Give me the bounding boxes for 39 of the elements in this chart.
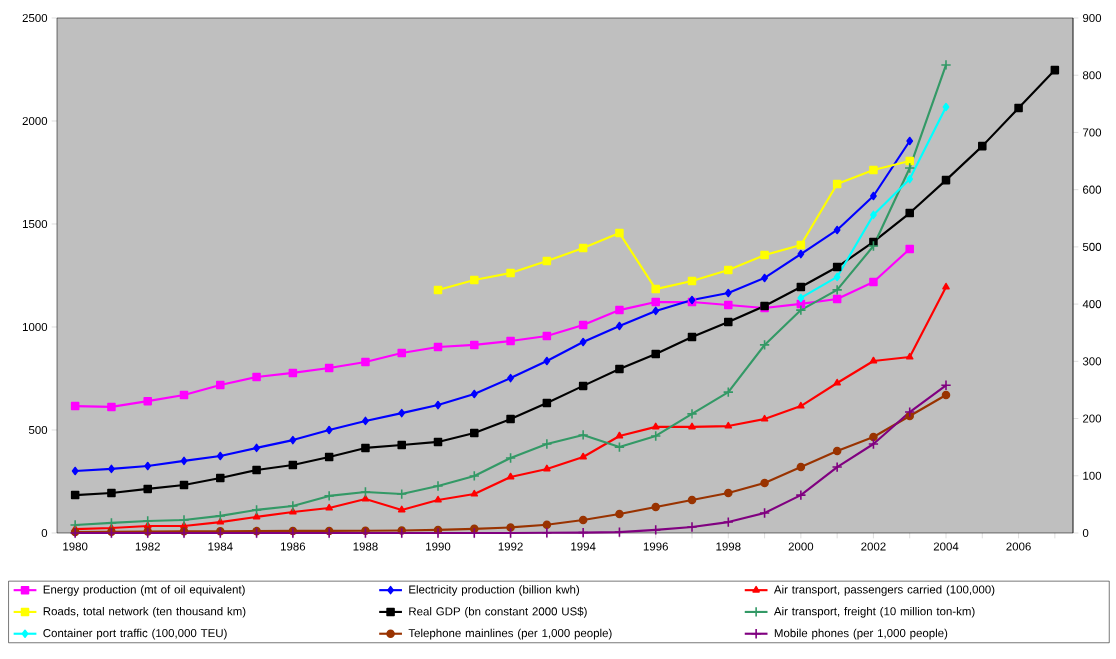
x-tick-label: 1984	[208, 542, 233, 551]
y-tick-label: 500	[28, 425, 48, 435]
legend-label: Telephone mainlines (per 1,000 people)	[408, 628, 612, 640]
legend-label: Air transport, freight (10 million ton-km)	[773, 606, 975, 618]
legend-label: Air transport, passengers carried (100,000)	[773, 585, 995, 596]
x-tick-label: 2006	[1006, 542, 1031, 551]
x-tick-label: 1988	[353, 542, 378, 551]
y2-tick-label: 700	[1083, 128, 1102, 137]
x-tick-label: 1998	[716, 542, 741, 551]
y2-tick-label: 100	[1083, 471, 1102, 480]
y2-tick-label: 900	[1082, 13, 1102, 23]
y2-tick-label: 300	[1082, 357, 1102, 366]
x-tick-label: 1994	[571, 542, 596, 551]
x-tick-label: 2000	[788, 542, 814, 551]
y-tick-label: 1500	[22, 219, 48, 229]
x-tick-label: 1996	[643, 542, 668, 551]
y2-tick-label: 0	[1082, 528, 1089, 538]
legend-label: Energy production (mt of oil equivalent)	[43, 585, 245, 596]
legend-label: Roads, total network (ten thousand km)	[43, 606, 246, 618]
y2-tick-label: 200	[1083, 414, 1102, 423]
legend-label: Electricity production (billion kwh)	[409, 585, 580, 596]
y-tick-label: 2000	[22, 116, 48, 126]
x-tick-label: 1980	[63, 542, 88, 551]
x-tick-label: 1986	[280, 542, 306, 551]
x-tick-label: 1990	[426, 542, 451, 551]
legend-label: Mobile phones (per 1,000 people)	[774, 628, 948, 640]
x-tick-label: 1992	[498, 542, 523, 551]
y2-tick-label: 400	[1082, 300, 1102, 309]
y-tick-label: 1000	[22, 322, 48, 332]
y-tick-label: 0	[41, 528, 48, 538]
x-tick-label: 2002	[861, 542, 886, 551]
x-tick-label: 1982	[135, 542, 160, 551]
y2-tick-label: 800	[1082, 71, 1102, 80]
y-tick-label: 2500	[22, 13, 48, 23]
y2-tick-label: 500	[1082, 242, 1102, 251]
legend-label: Container port traffic (100,000 TEU)	[43, 628, 227, 640]
y2-tick-label: 600	[1083, 185, 1102, 194]
x-tick-label: 2004	[933, 542, 959, 551]
legend-label: Real GDP (bn constant 2000 US$)	[409, 606, 587, 618]
